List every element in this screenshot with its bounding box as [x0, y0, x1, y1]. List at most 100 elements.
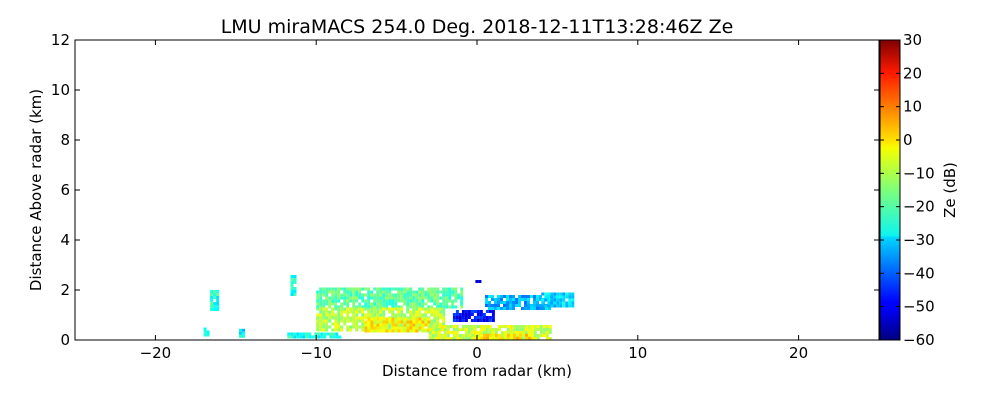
x-tick-label: 0	[472, 344, 482, 362]
echo-cell	[373, 329, 377, 333]
colorbar-tick-label: −30	[903, 231, 935, 249]
echo-cell	[367, 307, 371, 311]
echo-cell	[509, 307, 512, 310]
echo-cell	[340, 316, 344, 320]
echo-region	[475, 280, 482, 283]
echo-cell	[406, 326, 410, 330]
echo-cell	[391, 305, 395, 309]
echo-cell	[530, 328, 534, 331]
echo-cell	[328, 310, 332, 314]
echo-cell	[349, 310, 353, 314]
echo-cell	[319, 316, 323, 320]
echo-cell	[571, 295, 575, 299]
echo-cell	[421, 290, 425, 294]
echo-cell	[488, 328, 492, 331]
echo-cell	[349, 293, 353, 297]
echo-cell	[528, 336, 531, 340]
echo-cell	[437, 337, 441, 340]
echo-cell	[343, 299, 347, 303]
echo-cell	[334, 299, 338, 303]
echo-cell	[497, 298, 500, 301]
echo-cell	[319, 296, 323, 300]
echo-cell	[506, 331, 510, 334]
echo-cell	[406, 329, 410, 333]
echo-cell	[491, 316, 495, 319]
echo-cell	[415, 326, 419, 330]
echo-cell	[461, 337, 465, 340]
echo-cell	[418, 310, 422, 314]
echo-cell	[376, 317, 380, 321]
echo-cell	[440, 328, 444, 331]
echo-cell	[319, 313, 323, 317]
echo-cell	[424, 302, 428, 306]
echo-cell	[382, 329, 386, 333]
echo-cell	[436, 322, 440, 326]
echo-cell	[476, 319, 480, 322]
echo-cell	[352, 307, 356, 311]
echo-cell	[515, 328, 519, 331]
echo-cell	[355, 296, 359, 300]
echo-cell	[331, 302, 335, 306]
echo-cell	[485, 298, 488, 301]
echo-cell	[445, 305, 449, 309]
echo-cell	[530, 331, 534, 334]
echo-cell	[548, 307, 551, 310]
echo-cell	[316, 313, 320, 317]
echo-cell	[358, 305, 362, 309]
echo-cell	[370, 313, 374, 317]
echo-cell	[367, 302, 371, 306]
echo-cell	[436, 299, 440, 303]
echo-cell	[454, 290, 458, 294]
echo-cell	[482, 325, 486, 328]
echo-cell	[216, 302, 220, 305]
echo-cell	[433, 319, 437, 323]
echo-cell	[379, 302, 383, 306]
echo-cell	[319, 325, 323, 329]
echo-cell	[464, 316, 468, 319]
echo-cell	[524, 301, 527, 304]
echo-cell	[316, 293, 320, 297]
echo-cell	[448, 293, 452, 297]
echo-cell	[358, 293, 362, 297]
echo-cell	[317, 335, 321, 339]
echo-cell	[403, 296, 407, 300]
echo-cell	[382, 326, 386, 330]
echo-cell	[382, 302, 386, 306]
echo-cell	[452, 313, 456, 316]
echo-region	[316, 287, 464, 309]
echo-cell	[458, 337, 462, 340]
echo-cell	[388, 322, 392, 326]
echo-cell	[361, 328, 365, 332]
echo-cell	[358, 307, 362, 311]
echo-cell	[293, 335, 297, 339]
echo-cell	[299, 332, 303, 336]
echo-cell	[421, 320, 425, 324]
echo-cell	[397, 329, 401, 333]
echo-cell	[556, 301, 560, 305]
echo-cell	[316, 325, 320, 329]
echo-cell	[397, 320, 401, 324]
echo-cell	[343, 319, 347, 323]
echo-cell	[436, 316, 440, 320]
echo-cell	[355, 328, 359, 332]
echo-cell	[346, 307, 350, 311]
echo-cell	[550, 292, 554, 296]
echo-cell	[464, 331, 468, 334]
echo-cell	[316, 307, 320, 311]
echo-cell	[349, 287, 353, 291]
echo-cell	[385, 307, 389, 311]
echo-cell	[364, 307, 368, 311]
echo-cell	[332, 332, 336, 336]
echo-cell	[388, 287, 392, 291]
echo-cell	[482, 313, 486, 316]
echo-cell	[322, 305, 326, 309]
echo-cell	[547, 292, 551, 296]
echo-cell	[430, 322, 434, 326]
echo-cell	[370, 302, 374, 306]
echo-cell	[346, 313, 350, 317]
echo-cell	[436, 287, 440, 291]
echo-cell	[556, 292, 560, 296]
echo-cell	[373, 323, 377, 327]
echo-cell	[418, 320, 422, 324]
echo-cell	[287, 335, 291, 339]
